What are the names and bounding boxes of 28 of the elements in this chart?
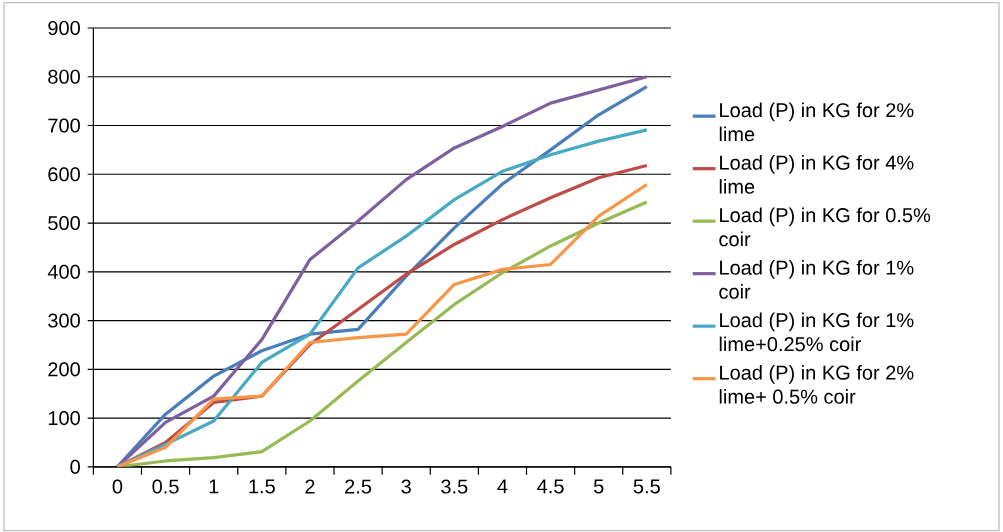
- legend-label: Load (P) in KG for 4% lime: [719, 155, 914, 194]
- legend-label: Load (P) in KG for 2% lime: [719, 102, 914, 142]
- x-tick-label: 1: [209, 479, 219, 494]
- y-tick-label: 500: [48, 215, 80, 231]
- x-tick-label: 1.5: [249, 479, 275, 494]
- y-tick-label: 300: [48, 313, 80, 328]
- x-tick-label: 2.5: [345, 479, 372, 494]
- x-tick-label: 3.5: [441, 479, 468, 494]
- x-tick-label: 4.5: [537, 479, 564, 494]
- y-tick-label: 700: [48, 118, 80, 133]
- legend-label: Load (P) in KG for 2% lime+ 0.5% coir: [719, 364, 914, 404]
- y-tick-label: 100: [48, 410, 80, 426]
- y-tick-label: 600: [48, 167, 80, 182]
- y-tick-label: 800: [48, 69, 80, 84]
- y-tick-label: 200: [48, 362, 80, 377]
- x-tick-label: 0.5: [152, 479, 179, 494]
- legend-label: Load (P) in KG for 0.5% coir: [719, 207, 931, 247]
- y-tick-label: 900: [48, 20, 80, 35]
- x-tick-label: 0: [112, 479, 123, 494]
- x-tick-label: 5: [593, 479, 604, 494]
- x-tick-label: 3: [401, 479, 411, 494]
- y-tick-label: 0: [70, 459, 80, 474]
- x-tick-label: 4: [497, 479, 508, 494]
- legend-label: Load (P) in KG for 1% lime+0.25% coir: [719, 312, 914, 352]
- x-tick-label: 5.5: [633, 479, 660, 494]
- y-tick-label: 400: [47, 264, 80, 279]
- legend-label: Load (P) in KG for 1% coir: [719, 260, 914, 299]
- x-tick-label: 2: [305, 479, 315, 494]
